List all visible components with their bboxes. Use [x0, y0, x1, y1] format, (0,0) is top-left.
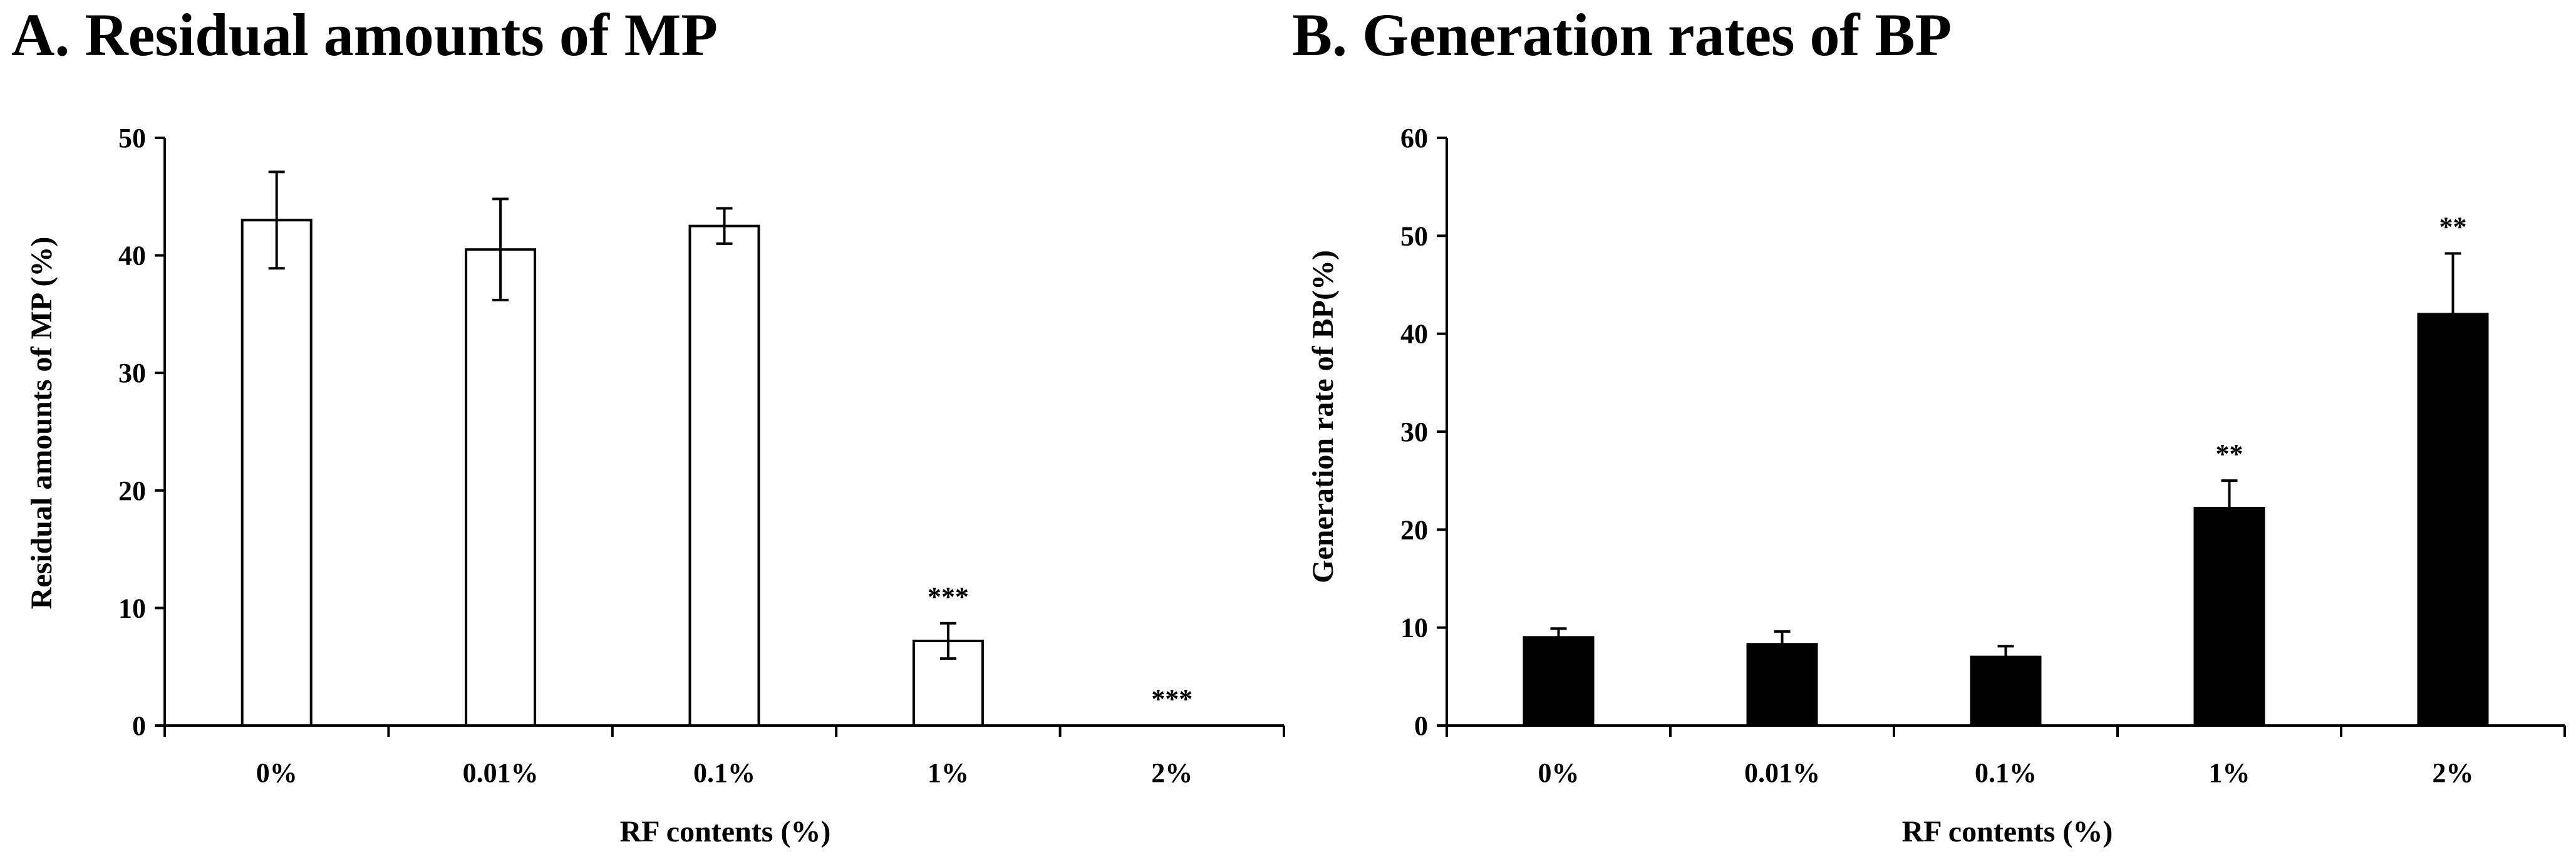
- panel-b-y-tick-label: 0: [1414, 710, 1428, 741]
- panel-b-significance-label: **: [2216, 439, 2243, 469]
- panel-b-y-tick-label: 60: [1400, 123, 1428, 154]
- panel-a-y-tick-label: 10: [118, 593, 146, 623]
- panel-a-x-tick-label: 0.1%: [693, 757, 755, 788]
- panel-a-y-axis-label: Residual amounts of MP (%): [25, 237, 58, 610]
- panel-a-title: A. Residual amounts of MP: [11, 1, 718, 68]
- panel-a-y-tick-label: 50: [118, 123, 146, 154]
- panel-b-y-tick-label: 50: [1400, 221, 1428, 251]
- panel-b-x-tick-label: 2%: [2433, 757, 2474, 788]
- panel-b-significance-label: **: [2439, 211, 2467, 242]
- panel-b-title: B. Generation rates of BP: [1292, 1, 1952, 68]
- panel-a-x-tick-label: 0.01%: [463, 757, 539, 788]
- panel-a-x-axis-label: RF contents (%): [620, 815, 831, 848]
- panel-b-x-tick-label: 0.01%: [1744, 757, 1820, 788]
- panel-a-y-tick-label: 0: [132, 710, 146, 741]
- panel-a-y-tick-label: 40: [118, 241, 146, 271]
- panel-a-x-tick-label: 1%: [928, 757, 969, 788]
- panel-a-x-tick-label: 0%: [256, 757, 297, 788]
- panel-b-chart: B. Generation rates of BP Generation rat…: [1292, 1, 2566, 848]
- panel-b-x-axis-label: RF contents (%): [1902, 815, 2113, 848]
- panel-b-x-tick-label: 0%: [1538, 757, 1580, 788]
- panel-b-bar: [2417, 313, 2489, 727]
- panel-b-bar: [1523, 636, 1595, 727]
- panel-a-bar: [688, 224, 760, 727]
- panel-b-bar: [1746, 643, 1818, 727]
- panel-b-y-axis-label: Generation rate of BP(%): [1306, 250, 1340, 583]
- panel-a-bar: [241, 219, 313, 727]
- panel-a-y-tick-label: 30: [118, 358, 146, 388]
- panel-a-chart: A. Residual amounts of MP Residual amoun…: [11, 1, 1285, 848]
- panel-a-x-tick-label: 2%: [1151, 757, 1192, 788]
- panel-b-bar: [2193, 506, 2265, 727]
- panel-a-significance-label: ***: [1151, 684, 1192, 714]
- panel-b-y-tick-label: 10: [1400, 613, 1428, 643]
- panel-a-y-tick-label: 20: [118, 476, 146, 506]
- panel-b-x-tick-label: 0.1%: [1975, 757, 2037, 788]
- panel-b-bar: [1970, 655, 2042, 727]
- panel-b-y-tick-label: 40: [1400, 319, 1428, 350]
- panel-b-y-tick-label: 20: [1400, 514, 1428, 545]
- panel-a-significance-label: ***: [928, 581, 969, 612]
- panel-a-bar: [465, 248, 537, 727]
- panel-b-x-tick-label: 1%: [2209, 757, 2250, 788]
- panel-b-y-tick-label: 30: [1400, 417, 1428, 447]
